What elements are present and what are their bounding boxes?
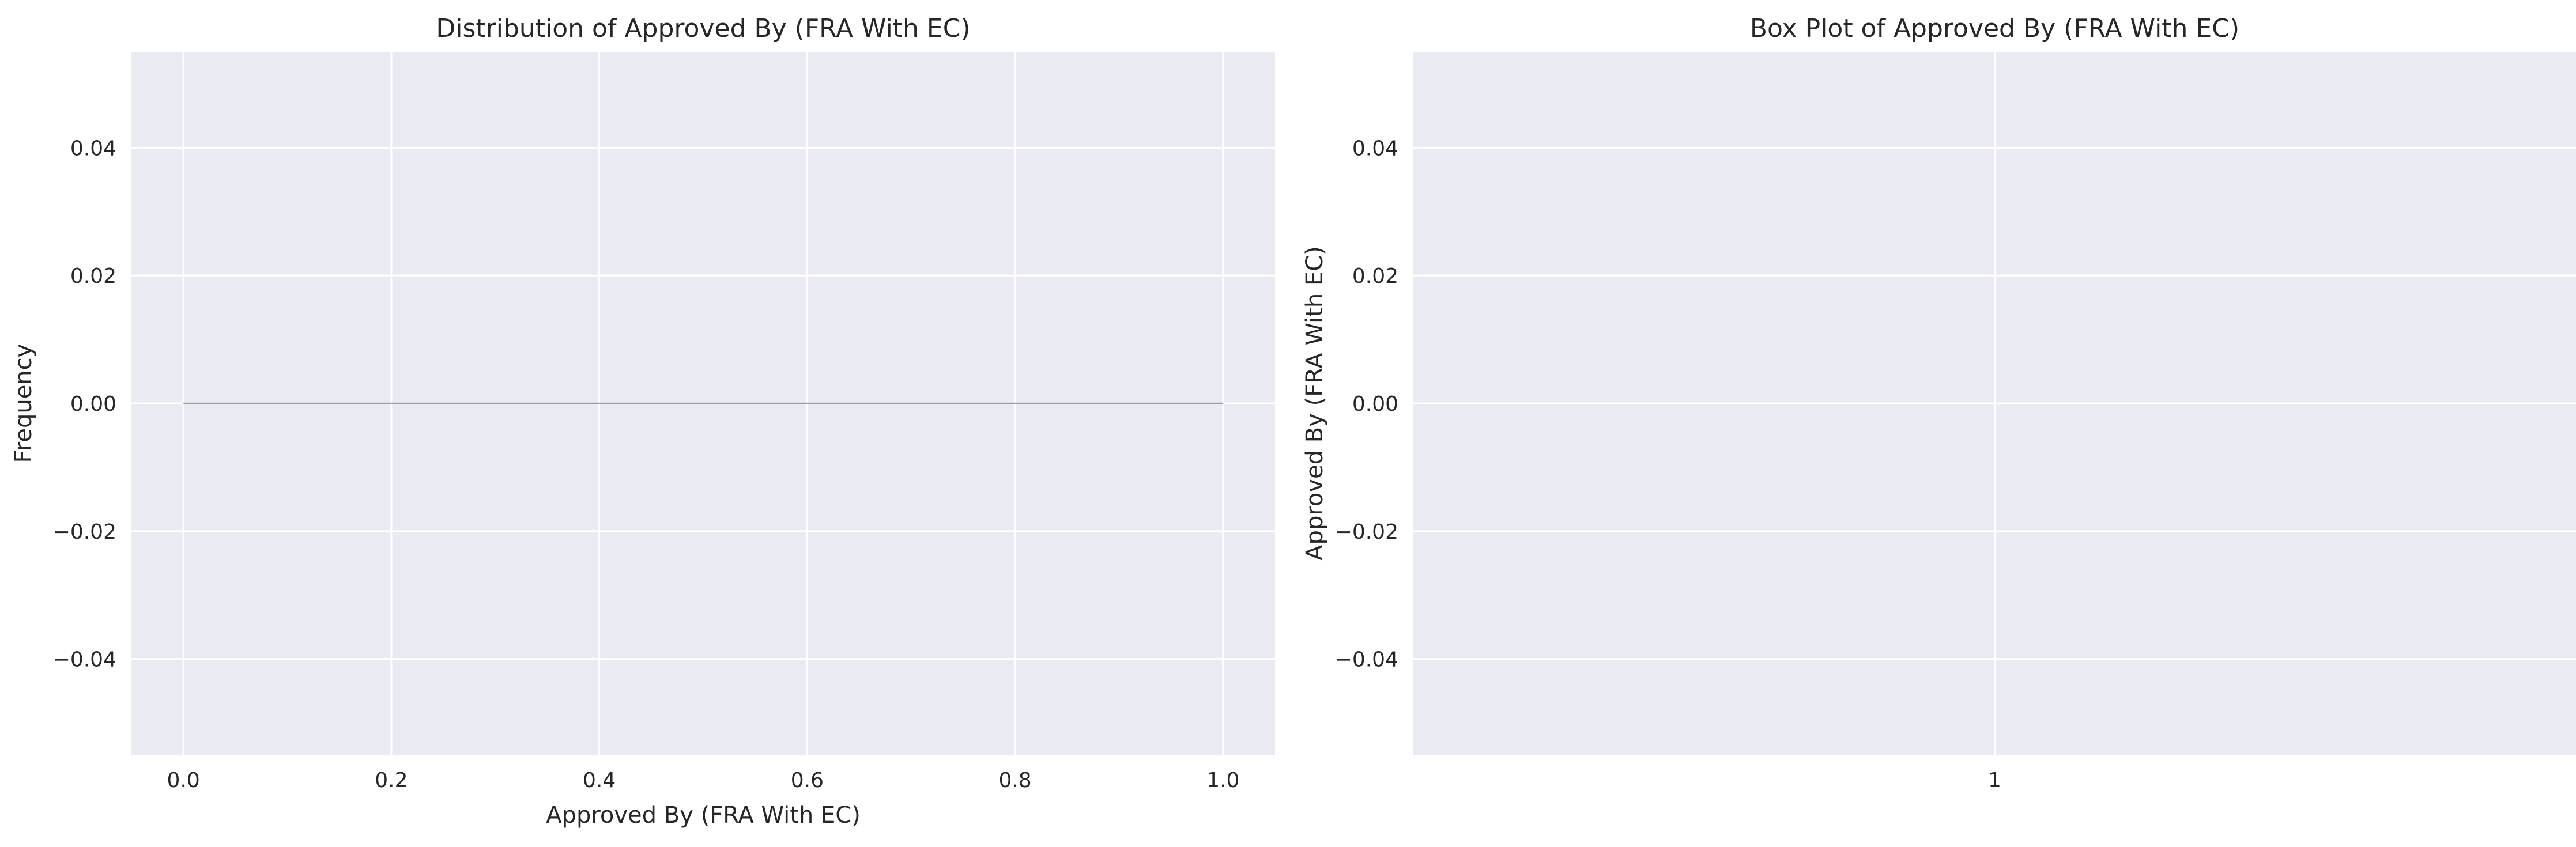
histogram-y-tick-label: 0.04 bbox=[70, 137, 116, 160]
boxplot-y-tick-label: −0.04 bbox=[1335, 648, 1398, 672]
histogram-y-ticks: 0.04 0.02 0.00 −0.02 −0.04 bbox=[53, 137, 116, 671]
histogram-x-tick-label: 0.8 bbox=[998, 769, 1031, 792]
histogram-y-axis-label: Frequency bbox=[10, 344, 37, 463]
histogram-x-tick-label: 0.0 bbox=[167, 769, 200, 792]
boxplot-panel: 1 0.04 0.02 0.00 −0.02 −0.04 Box Plot of App… bbox=[1302, 14, 2576, 792]
boxplot-title: Box Plot of Approved By (FRA With EC) bbox=[1750, 14, 2239, 43]
histogram-y-tick-label: 0.02 bbox=[70, 264, 116, 288]
histogram-x-tick-label: 0.4 bbox=[583, 769, 616, 792]
histogram-panel: 0.0 0.2 0.4 0.6 0.8 1.0 0.04 0.02 0.00 −0.02 −0.0… bbox=[10, 14, 1275, 829]
boxplot-y-tick-label: 0.02 bbox=[1352, 264, 1398, 288]
boxplot-y-tick-label: −0.02 bbox=[1335, 520, 1398, 544]
histogram-x-tick-label: 0.6 bbox=[791, 769, 824, 792]
histogram-title: Distribution of Approved By (FRA With EC… bbox=[436, 14, 970, 43]
boxplot-grid bbox=[1413, 52, 2576, 755]
boxplot-y-tick-label: 0.04 bbox=[1352, 137, 1398, 160]
histogram-x-axis-label: Approved By (FRA With EC) bbox=[546, 802, 861, 829]
boxplot-x-tick-label: 1 bbox=[1988, 769, 2001, 792]
histogram-x-tick-label: 1.0 bbox=[1206, 769, 1239, 792]
histogram-x-tick-label: 0.2 bbox=[375, 769, 408, 792]
boxplot-y-ticks: 0.04 0.02 0.00 −0.02 −0.04 bbox=[1335, 137, 1398, 671]
histogram-y-tick-label: 0.00 bbox=[70, 392, 116, 416]
boxplot-y-tick-label: 0.00 bbox=[1352, 392, 1398, 416]
boxplot-y-axis-label: Approved By (FRA With EC) bbox=[1302, 246, 1328, 561]
histogram-x-ticks: 0.0 0.2 0.4 0.6 0.8 1.0 bbox=[167, 769, 1240, 792]
boxplot-x-ticks: 1 bbox=[1988, 769, 2001, 792]
histogram-y-tick-label: −0.04 bbox=[53, 648, 116, 672]
histogram-y-tick-label: −0.02 bbox=[53, 520, 116, 544]
